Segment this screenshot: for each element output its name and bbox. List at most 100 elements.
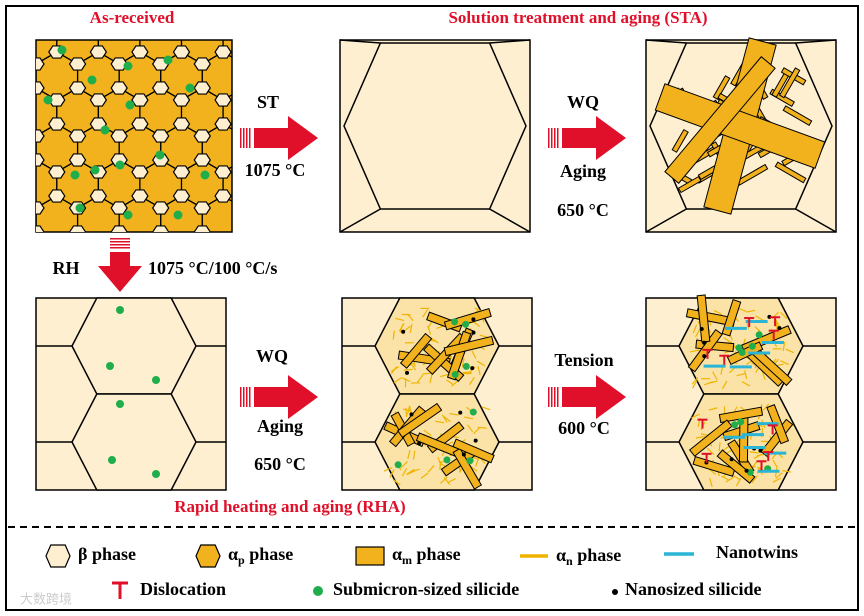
alpha-m-lath: [696, 294, 711, 343]
beta-hex: [172, 117, 191, 131]
grain: [285, 52, 327, 100]
alpha-n: [692, 324, 698, 334]
beta-hex: [172, 93, 191, 107]
alpha-n: [409, 362, 417, 371]
legend-label: αm phase: [392, 544, 461, 567]
beta-hex: [151, 129, 170, 143]
grain: [202, 0, 244, 28]
grain: [0, 88, 15, 136]
alpha-m-lath: [721, 299, 742, 337]
alpha-n: [403, 368, 413, 371]
step-label: Tension: [554, 350, 613, 370]
silicide: [458, 410, 463, 415]
beta-hex: [214, 165, 232, 179]
grain-boundary: [489, 208, 531, 233]
alpha-n: [405, 407, 408, 418]
alpha-n: [709, 477, 713, 487]
alpha-n: [735, 477, 742, 487]
grain: [285, 0, 327, 28]
beta-hex: [68, 57, 87, 71]
beta-hex: [0, 154, 2, 166]
grain-boundary: [339, 208, 381, 233]
silicide: [443, 456, 451, 464]
silicide: [473, 438, 478, 443]
arrow: [98, 238, 142, 292]
rha-microstructure: [374, 297, 500, 491]
beta-hex: [36, 225, 45, 232]
alpha-n: [443, 415, 451, 423]
silicide: [731, 421, 739, 429]
arrow-tail: [246, 128, 248, 148]
beta-hex: [0, 130, 2, 142]
arrow-tail: [554, 128, 556, 148]
beta-hex: [90, 238, 106, 250]
beta-hex: [28, 10, 44, 22]
beta-hex: [319, 226, 335, 238]
beta-hex: [298, 190, 314, 202]
silicide: [116, 400, 124, 408]
alpha-n: [723, 337, 732, 344]
beta-hex: [214, 93, 232, 107]
legend-text: phase: [573, 545, 622, 565]
alpha-n: [471, 350, 477, 359]
beta-hex: [132, 238, 148, 250]
beta-hex: [173, 238, 189, 250]
beta-hex: [7, 238, 23, 250]
beta-hex: [257, 238, 273, 250]
sta-microstructure: [654, 37, 826, 215]
alpha-n: [481, 406, 491, 411]
silicide: [470, 366, 475, 371]
grain: [36, 231, 38, 232]
beta-hex: [49, 238, 65, 250]
grain: [71, 393, 197, 491]
alpha-s-lath: [671, 128, 689, 153]
arrow-tail: [243, 128, 245, 148]
beta-hex: [36, 201, 45, 215]
step-label: ST: [257, 92, 279, 112]
grain-boundary: [795, 39, 837, 44]
step-temp: 650 °C: [557, 200, 609, 220]
legend-symbol: α: [556, 545, 566, 565]
arrow-tail: [557, 128, 559, 148]
beta-hex: [7, 190, 23, 202]
silicide: [75, 203, 85, 213]
grain: [0, 232, 15, 280]
alpha-s-lath: [774, 161, 807, 184]
alpha-n: [473, 426, 481, 435]
beta-hex: [7, 94, 23, 106]
beta-hex: [0, 226, 2, 238]
beta-hex: [110, 81, 128, 95]
silicide: [87, 75, 97, 85]
alpha-n: [722, 445, 731, 452]
grain-boundary: [339, 39, 381, 44]
beta-hex: [236, 58, 252, 70]
silicide: [106, 362, 114, 370]
silicide: [313, 586, 323, 596]
arrow-head: [254, 116, 318, 160]
beta-hex: [193, 201, 211, 215]
arrow-tail: [246, 387, 248, 407]
silicide: [90, 165, 100, 175]
alpha-m-lath: [664, 56, 776, 184]
alpha-n: [712, 371, 718, 380]
legend-text: phase: [412, 544, 461, 564]
alpha-n: [472, 320, 481, 328]
step-temp: 600 °C: [558, 418, 610, 438]
beta-hex: [193, 225, 211, 232]
alpha-n: [395, 317, 405, 322]
beta-hex: [36, 129, 45, 143]
step-condition: 1075 °C/100 °C/s: [148, 258, 277, 278]
alpha-n: [390, 366, 400, 373]
beta-hex: [193, 129, 211, 143]
silicide: [612, 589, 618, 595]
silicide: [394, 461, 402, 469]
beta-hex: [319, 130, 335, 142]
alpha-m-lath: [688, 419, 733, 457]
alpha-n: [464, 416, 474, 420]
silicide: [123, 210, 133, 220]
grain: [36, 0, 78, 28]
beta-hex: [68, 153, 87, 167]
alpha-n: [772, 477, 782, 483]
legend-symbol: α: [392, 544, 402, 564]
